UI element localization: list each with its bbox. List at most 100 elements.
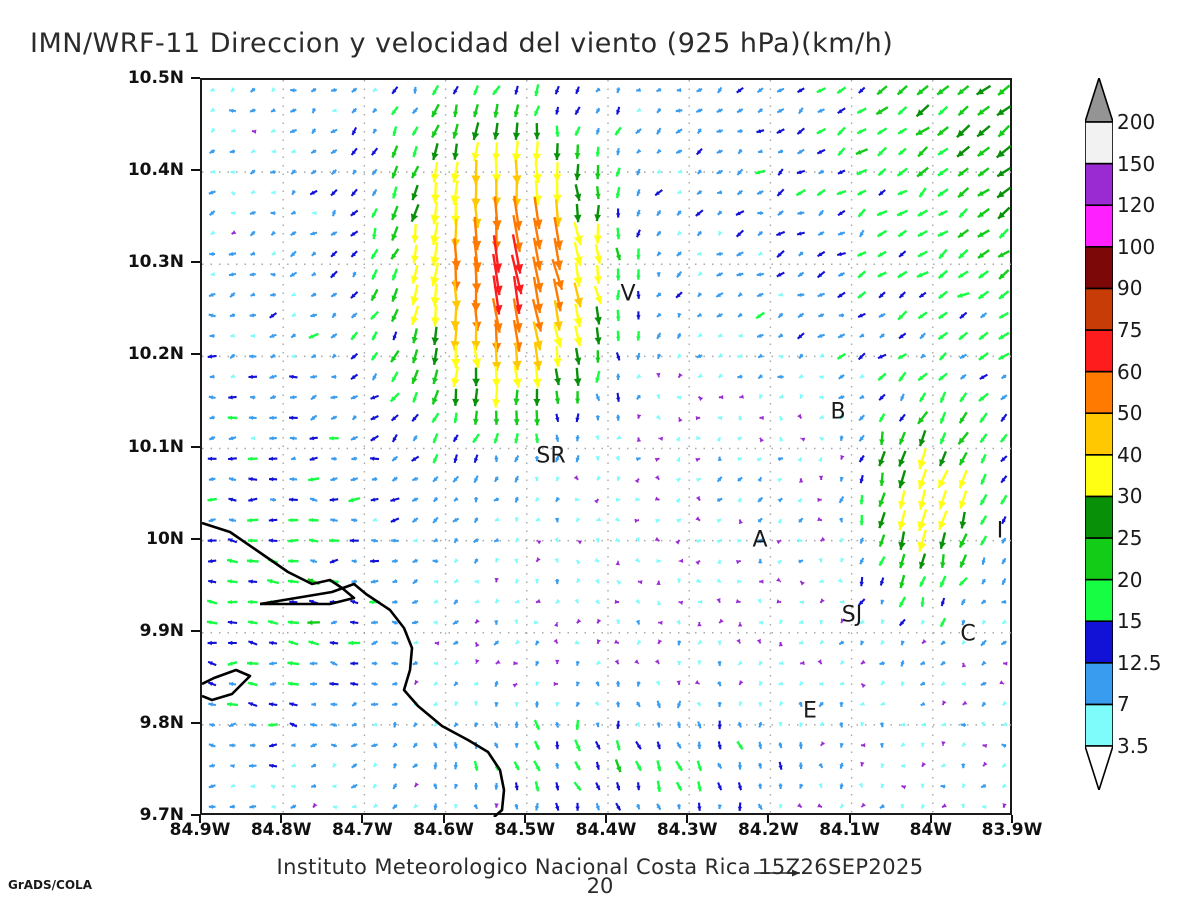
colorbar-swatches [1085,78,1113,790]
wind-vector-head [414,782,419,787]
colorbar-segment [1085,287,1113,331]
wind-vector-head [209,415,215,420]
wind-vector-head [453,804,458,809]
wind-vector-head [452,152,459,160]
wind-vector-head [433,497,439,502]
wind-vector-head [777,498,783,503]
wind-vector-head [495,659,501,664]
wind-vector-head [920,602,925,607]
wind-vector-head [595,377,600,383]
wind-vector-head [738,292,743,297]
wind-vector-head [899,293,904,298]
wind-vector-head [575,89,580,94]
wind-vector-head [413,742,418,748]
wind-vector-head [879,395,884,401]
wind-vector-head [594,700,599,706]
wind-vector-head [575,417,580,423]
wind-vector-head [493,497,499,502]
wind-vector-head [697,766,702,771]
wind-vector-head [839,784,844,790]
wind-vector-head [959,458,966,466]
wind-vector-head [755,170,761,175]
wind-vector-head [271,128,277,133]
wind-vector-head [776,231,782,236]
wind-vector-head [534,476,539,482]
wind-vector-head [248,477,253,482]
wind-vector-head [372,517,378,522]
wind-vector-head [554,764,560,769]
wind-vector-head [391,640,396,646]
wind-vector-head [371,355,377,361]
wind-vector-head [978,252,985,258]
wind-vector-head [332,211,337,217]
wind-vector-head [695,560,700,566]
wind-vector-head [959,354,965,359]
wind-vector-head [492,132,500,140]
wind-vector-head [736,560,741,565]
wind-vector-head [555,701,560,707]
wind-vector-head [392,702,397,707]
wind-vector-head [392,599,397,604]
wind-vector-head [207,456,213,461]
y-tick-label: 9.9N [139,620,184,641]
wind-vector-head [432,559,438,564]
wind-vector-head [940,784,946,789]
wind-vector-head [594,557,599,562]
wind-vector-head [978,396,985,402]
wind-vector-head [737,785,742,791]
wind-vector-head [555,132,560,137]
wind-vector-head [656,272,661,277]
wind-vector-head [513,111,519,117]
wind-vector-head [614,639,619,644]
wind-vector-head [759,620,764,625]
wind-vector-head [471,132,480,140]
wind-vector-head [980,540,985,546]
wind-vector-head [474,722,479,728]
wind-vector-head [898,479,906,489]
wind-vector-head [922,639,927,644]
wind-vector-head [717,744,722,750]
wind-vector-head [392,131,397,136]
wind-vector-head [351,87,357,93]
wind-vector-head [393,742,398,748]
wind-vector-head [410,213,419,222]
wind-vector-head [982,579,987,585]
wind-vector-head [778,333,784,338]
wind-vector-head [920,334,925,339]
wind-vector-head [535,496,540,502]
wind-vector-head [817,191,822,196]
wind-vector-head [977,190,984,196]
wind-vector-head [271,190,276,195]
wind-vector-head [756,314,761,319]
wind-vector-head [860,559,864,565]
wind-vector-head [594,295,603,304]
wind-vector-head [473,437,478,443]
wind-vector-head [900,396,905,401]
wind-vector-head [879,743,884,748]
wind-vector-head [413,436,418,441]
wind-vector-head [311,783,316,789]
x-tick-label: 84.3W [656,820,718,840]
wind-vector-head [430,256,440,266]
wind-vector-head [779,700,784,706]
wind-vector-head [351,559,357,564]
wind-vector-head [250,784,255,789]
wind-vector-head [878,500,885,507]
wind-vector-head [817,273,823,278]
wind-vector-head [676,519,681,523]
wind-vector-head [311,149,316,154]
wind-vector-head [717,88,722,93]
wind-vector-head [372,108,378,113]
wind-vector-head [595,805,600,811]
wind-vector-head [860,721,865,727]
wind-vector-head [209,210,215,216]
wind-vector-head [575,457,580,463]
wind-vector-head [576,765,580,770]
wind-vector-head [310,743,316,747]
wind-vector-head [961,600,966,605]
wind-vector-head [820,352,825,358]
wind-vector-head [431,337,439,345]
wind-vector-head [920,681,926,686]
wind-vector-head [899,582,905,588]
wind-vector-head [858,293,863,298]
